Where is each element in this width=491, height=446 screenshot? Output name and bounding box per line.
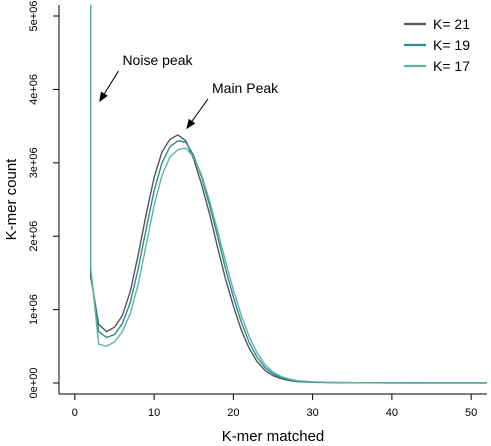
legend-label: K= 21 — [433, 16, 470, 32]
annotations: Noise peak Main Peak — [99, 52, 279, 130]
y-tick-label: 2e+06 — [28, 221, 40, 252]
x-tick-label: 40 — [386, 407, 398, 419]
series-line-3 — [90, 5, 488, 384]
legend: K= 21 K= 19 K= 17 — [404, 16, 470, 74]
y-tick-label: 1e+06 — [28, 294, 40, 325]
axes-layer — [58, 5, 487, 395]
legend-label: K= 17 — [433, 58, 470, 74]
annotation-arrow — [99, 70, 119, 103]
y-axis-title: K-mer count — [3, 158, 20, 241]
annotation-label: Main Peak — [212, 80, 279, 96]
x-tick-label: 30 — [307, 407, 319, 419]
x-tick-label: 50 — [465, 407, 477, 419]
x-axis-title: K-mer matched — [222, 428, 325, 445]
x-tick-label: 0 — [72, 407, 78, 419]
y-tick-label: 5e+06 — [28, 1, 40, 32]
y-tick-label: 0e+00 — [28, 368, 40, 399]
y-tick-label: 3e+06 — [28, 147, 40, 178]
legend-label: K= 19 — [433, 37, 470, 53]
y-ticks: 0e+00 1e+06 2e+06 3e+06 4e+06 5e+06 — [28, 1, 59, 399]
x-ticks: 0 10 20 30 40 50 — [72, 394, 477, 419]
x-tick-label: 10 — [148, 407, 160, 419]
annotation-label: Noise peak — [122, 52, 193, 68]
annotation-arrow — [186, 98, 209, 130]
x-tick-label: 20 — [227, 407, 239, 419]
series-layer — [90, 5, 488, 384]
y-tick-label: 4e+06 — [28, 74, 40, 105]
